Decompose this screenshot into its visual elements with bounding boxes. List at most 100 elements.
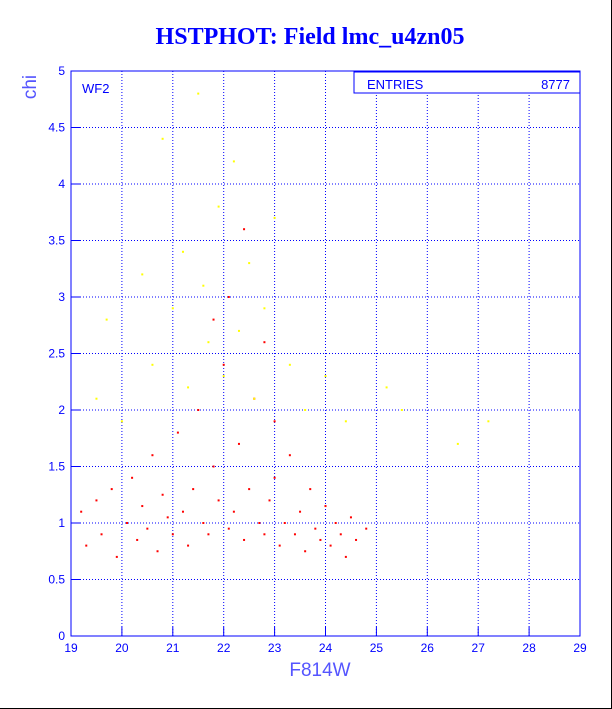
data-point [202, 522, 205, 524]
data-point [125, 522, 128, 524]
data-point [253, 397, 256, 400]
data-point [263, 533, 266, 536]
y-tick-label: 4.5 [48, 121, 65, 135]
x-tick-label: 21 [166, 641, 180, 655]
y-tick-label: 4 [58, 177, 65, 191]
data-point [248, 488, 251, 491]
data-point [217, 205, 220, 208]
data-point [304, 550, 307, 553]
data-point [171, 307, 174, 310]
data-point [355, 538, 358, 541]
x-tick-label: 25 [370, 641, 384, 655]
data-point [268, 499, 271, 502]
data-points [80, 92, 490, 558]
panel-label: WF2 [82, 81, 109, 96]
y-tick-label: 0.5 [48, 573, 65, 587]
y-tick-labels: 0 0.5 1 1.5 2 2.5 3 3.5 4 4.5 5 [48, 64, 65, 643]
y-tick-label: 2 [58, 403, 65, 417]
x-tick-label: 27 [472, 641, 486, 655]
data-point [141, 273, 144, 276]
data-point [237, 329, 240, 332]
data-point [385, 386, 388, 389]
x-tick-label: 23 [268, 641, 282, 655]
y-tick-label: 2.5 [48, 347, 65, 361]
data-point [85, 544, 88, 547]
data-point [212, 318, 215, 321]
data-point [334, 522, 337, 524]
data-point [400, 409, 403, 411]
data-point [166, 516, 169, 519]
stats-box [353, 71, 581, 94]
data-point [217, 499, 220, 502]
data-point [273, 216, 276, 219]
stats-entries-label: ENTRIES [367, 77, 424, 92]
x-tick-label: 22 [217, 641, 231, 655]
data-point [181, 510, 184, 513]
x-tick-labels: 19 20 21 22 23 24 25 26 27 28 29 [64, 641, 587, 655]
data-point [324, 375, 327, 378]
data-point [100, 533, 103, 536]
y-tick-label: 5 [58, 64, 65, 78]
x-tick-label: 19 [64, 641, 78, 655]
data-point [263, 307, 266, 310]
data-point [344, 555, 347, 558]
data-point [187, 386, 190, 389]
data-point [151, 454, 154, 457]
data-point [456, 442, 459, 445]
data-point [314, 527, 317, 530]
data-point [232, 160, 235, 163]
data-point [136, 538, 139, 541]
data-point [151, 363, 154, 366]
data-point [293, 533, 296, 536]
data-point [329, 544, 332, 547]
data-point [212, 465, 215, 468]
data-point [243, 538, 246, 541]
y-tick-label: 3.5 [48, 234, 65, 248]
y-tick-label: 0 [58, 629, 65, 643]
data-point [131, 476, 134, 479]
data-point [161, 493, 164, 496]
data-point [304, 409, 307, 411]
data-point [105, 318, 108, 321]
data-point [283, 522, 286, 524]
data-point [299, 510, 302, 513]
data-point [288, 454, 291, 457]
data-point [227, 296, 230, 298]
data-point [171, 533, 174, 536]
data-point [80, 510, 83, 513]
x-tick-label: 24 [319, 641, 333, 655]
data-point [365, 527, 368, 530]
data-point [161, 137, 164, 140]
data-point [95, 499, 98, 502]
data-point [339, 533, 342, 536]
data-point [192, 488, 195, 491]
x-tick-label: 29 [573, 641, 587, 655]
data-point [181, 250, 184, 253]
data-point [197, 92, 200, 95]
data-point [273, 420, 276, 423]
data-point [349, 516, 352, 519]
x-tick-label: 28 [522, 641, 536, 655]
stats-entries-value: 8777 [541, 77, 570, 92]
y-tick-label: 3 [58, 290, 65, 304]
data-point [248, 262, 251, 265]
data-point [487, 420, 490, 423]
data-point [95, 397, 98, 400]
y-tick-label: 1 [58, 516, 65, 530]
data-point [202, 284, 205, 287]
data-point [176, 431, 179, 434]
data-point [232, 510, 235, 513]
data-point [222, 363, 225, 366]
data-point [156, 550, 159, 553]
data-point [110, 488, 113, 491]
y-axis-label: chi [20, 75, 41, 99]
data-point [319, 538, 322, 541]
data-point [243, 228, 246, 231]
data-point [115, 555, 118, 558]
data-point [207, 533, 210, 536]
data-point [187, 544, 190, 547]
data-point [120, 420, 123, 423]
x-tick-label: 20 [115, 641, 129, 655]
